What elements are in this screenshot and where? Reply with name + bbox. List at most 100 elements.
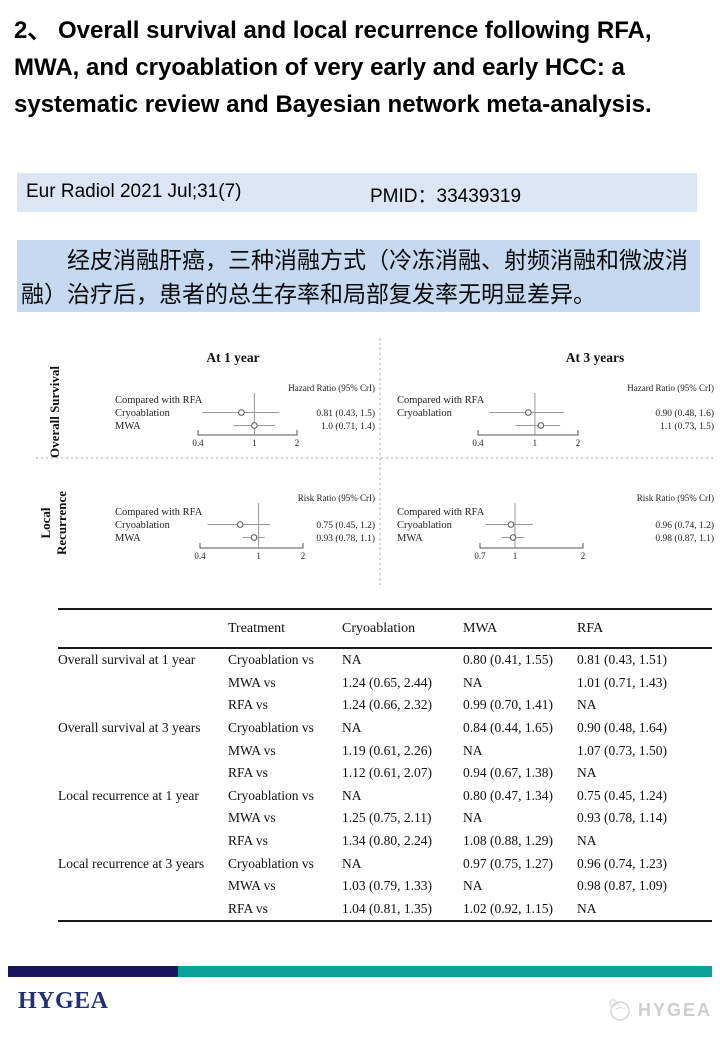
row-label: Cryoablation: [115, 520, 171, 531]
journal-bar: Eur Radiol 2021 Jul;31(7) PMID：33439319: [17, 173, 697, 212]
estimate-text: 0.75 (0.45, 1.2): [316, 520, 375, 531]
table-cell: NA: [342, 855, 362, 871]
table-cell: [58, 898, 228, 922]
table-cell: [58, 762, 228, 785]
table-cell: MWA vs: [228, 674, 276, 690]
table-row: MWA vs 1.24 (0.65, 2.44) NA 1.01 (0.71, 1.4…: [58, 672, 712, 695]
panel-side-label: Overall Survival: [47, 366, 62, 458]
estimate-text: 1.1 (0.73, 1.5): [660, 421, 714, 432]
journal-citation: Eur Radiol 2021 Jul;31(7): [26, 181, 242, 202]
table-cell: Cryoablation vs: [228, 720, 314, 736]
table-row: MWA vs 1.03 (0.79, 1.33) NA 0.98 (0.87, 1.0…: [58, 875, 712, 898]
axis-tick-label: 0.4: [192, 438, 204, 448]
estimate-text: 0.81 (0.43, 1.5): [316, 408, 375, 419]
axis-line: [199, 543, 304, 549]
table-cell: 1.02 (0.92, 1.15): [463, 900, 553, 916]
table-cell: Overall survival at 1 year: [58, 652, 196, 668]
table-cell: 0.94 (0.67, 1.38): [463, 765, 553, 781]
table-cell: 0.80 (0.41, 1.55): [463, 652, 553, 668]
ratio-header: Hazard Ratio (95% CrI): [288, 383, 375, 393]
table-cell: [58, 875, 228, 898]
table-cell: NA: [342, 720, 362, 736]
axis-tick-label: 1: [513, 551, 518, 561]
axis-tick-label: 2: [576, 438, 581, 448]
table-row: RFA vs 1.34 (0.80, 2.24) 1.08 (0.88, 1.29)…: [58, 830, 712, 853]
forest-plot-svg: At 1 year Overall Survival Hazard Ratio (9…: [36, 338, 714, 588]
row-label: MWA: [115, 421, 141, 432]
table-header-cell: Treatment: [228, 609, 342, 649]
table-cell: MWA vs: [228, 810, 276, 826]
table-cell: NA: [577, 833, 597, 849]
table-cell: 1.25 (0.75, 2.11): [342, 810, 432, 826]
table-row: MWA vs 1.19 (0.61, 2.26) NA 1.07 (0.73, 1.5…: [58, 739, 712, 762]
page-title: 2、 Overall survival and local recurrence…: [14, 17, 652, 118]
table-cell: NA: [577, 900, 597, 916]
table-header-cell: MWA: [463, 609, 577, 649]
table-cell: [58, 739, 228, 762]
row-label: Cryoablation: [397, 408, 453, 419]
table-row: Overall survival at 3 years Cryoablation …: [58, 717, 712, 740]
table-cell: RFA vs: [228, 697, 268, 713]
table-header-cell: RFA: [577, 609, 712, 649]
axis-tick-label: 1: [252, 438, 257, 448]
panel-side-label: Local: [38, 507, 53, 538]
table-cell: 1.34 (0.80, 2.24): [342, 833, 432, 849]
table-cell: NA: [463, 878, 483, 894]
table-cell: NA: [342, 787, 362, 803]
ratio-header: Hazard Ratio (95% CrI): [627, 383, 714, 393]
watermark-globe-icon: [609, 999, 630, 1021]
row-label: MWA: [115, 533, 141, 544]
estimate-text: 0.90 (0.48, 1.6): [655, 408, 714, 419]
table-cell: Cryoablation vs: [228, 652, 314, 668]
table-cell: [58, 672, 228, 695]
table-cell: NA: [342, 652, 362, 668]
summary-bar: 经皮消融肝癌，三种消融方式（冷冻消融、射频消融和微波消融）治疗后，患者的总生存率…: [17, 240, 700, 312]
table-cell: 0.84 (0.44, 1.65): [463, 720, 553, 736]
point-estimate-marker: [525, 409, 532, 416]
panel-side-label: Recurrence: [54, 491, 69, 555]
axis-tick-label: 2: [301, 551, 306, 561]
results-table-wrap: Treatment Cryoablation MWA RFA Overall surv…: [58, 608, 712, 923]
table-cell: RFA vs: [228, 765, 268, 781]
row-label: MWA: [397, 533, 423, 544]
point-estimate-marker: [250, 534, 258, 541]
table-header-cell: [58, 609, 228, 649]
axis-tick-label: 0.7: [474, 551, 486, 561]
pmid: PMID：33439319: [370, 186, 522, 207]
table-cell: 0.93 (0.78, 1.14): [577, 810, 667, 826]
table-cell: NA: [463, 674, 483, 690]
table-cell: 0.98 (0.87, 1.09): [577, 878, 667, 894]
point-estimate-marker: [238, 409, 245, 416]
summary-text-cn: 经皮消融肝癌，三种消融方式（冷冻消融、射频消融和微波消融）治疗后，患者的总生存率…: [21, 247, 688, 307]
footer-teal-bar: [178, 966, 712, 977]
table-cell: 1.24 (0.65, 2.44): [342, 674, 432, 690]
table-cell: NA: [463, 742, 483, 758]
table-header-cell: Cryoablation: [342, 609, 463, 649]
ratio-header: Risk Ratio (95% CrI): [637, 493, 714, 503]
table-cell: 0.81 (0.43, 1.51): [577, 652, 667, 668]
results-table: Treatment Cryoablation MWA RFA Overall surv…: [58, 608, 712, 923]
table-cell: Local recurrence at 1 year: [58, 787, 199, 803]
estimate-text: 0.93 (0.78, 1.1): [316, 533, 375, 544]
footer-navy-bar: [8, 966, 178, 977]
table-cell: NA: [577, 697, 597, 713]
table-cell: 1.12 (0.61, 2.07): [342, 765, 432, 781]
table-cell: Overall survival at 3 years: [58, 720, 201, 736]
axis-tick-label: 1: [256, 551, 261, 561]
row-label: Cryoablation: [397, 520, 453, 531]
point-estimate-marker: [507, 521, 515, 528]
table-cell: NA: [577, 765, 597, 781]
panel-title: At 3 years: [566, 350, 624, 365]
table-cell: [58, 694, 228, 717]
axis-tick-label: 2: [581, 551, 586, 561]
table-body: Overall survival at 1 year Cryoablation v…: [58, 648, 712, 921]
axis-tick-label: 1: [533, 438, 538, 448]
table-row: Local recurrence at 1 year Cryoablation v…: [58, 785, 712, 808]
table-cell: 1.04 (0.81, 1.35): [342, 900, 432, 916]
table-cell: 1.01 (0.71, 1.43): [577, 674, 667, 690]
axis-tick-label: 0.4: [194, 551, 206, 561]
table-header-row: Treatment Cryoablation MWA RFA: [58, 609, 712, 649]
table-row: MWA vs 1.25 (0.75, 2.11) NA 0.93 (0.78, 1.1…: [58, 807, 712, 830]
row-label: Cryoablation: [115, 408, 171, 419]
